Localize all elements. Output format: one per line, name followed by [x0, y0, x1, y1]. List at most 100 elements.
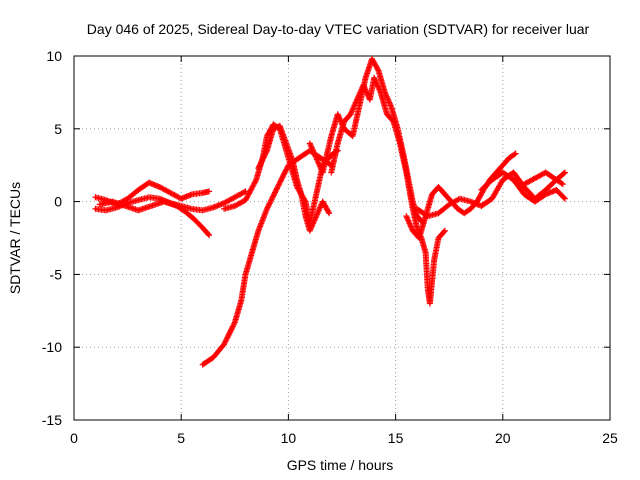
data-point — [272, 188, 279, 195]
data-point — [512, 150, 519, 157]
data-point — [265, 201, 272, 208]
data-point — [224, 334, 231, 341]
data-point — [223, 337, 230, 344]
y-tick-label: 0 — [54, 194, 62, 210]
y-tick-label: -5 — [50, 266, 63, 282]
data-point — [263, 205, 270, 212]
y-tick-label: -15 — [42, 412, 62, 428]
series-arc-12 — [521, 169, 566, 188]
x-tick-label: 15 — [388, 430, 404, 446]
data-point — [264, 204, 271, 211]
plot-frame — [73, 55, 611, 421]
data-point — [281, 170, 288, 177]
data-point — [263, 148, 270, 155]
data-point — [269, 194, 276, 201]
grid — [74, 56, 610, 420]
data-point — [282, 167, 289, 174]
data-point — [279, 174, 286, 181]
data-point — [258, 159, 265, 166]
data-point — [276, 181, 283, 188]
data-point — [325, 208, 332, 215]
data-point — [270, 192, 277, 199]
data-series — [92, 55, 568, 368]
data-point — [205, 231, 212, 238]
y-tick-label: -10 — [42, 339, 62, 355]
data-point — [282, 169, 289, 176]
data-point — [440, 228, 447, 235]
data-point — [265, 203, 272, 210]
data-point — [559, 181, 566, 188]
y-tick-label: 5 — [54, 121, 62, 137]
data-point — [280, 173, 287, 180]
data-point — [255, 165, 262, 172]
data-point — [221, 339, 228, 346]
data-point — [231, 320, 238, 327]
data-point — [223, 335, 230, 342]
data-point — [261, 153, 268, 160]
data-point — [272, 189, 278, 196]
y-tick-label: 10 — [46, 48, 62, 64]
data-point — [228, 326, 235, 333]
data-point — [278, 177, 285, 184]
data-point — [277, 178, 284, 185]
data-point — [560, 194, 567, 201]
data-point — [258, 158, 265, 165]
chart-title: Day 046 of 2025, Sidereal Day-to-day VTE… — [87, 21, 590, 37]
data-point — [260, 155, 267, 162]
data-point — [226, 330, 233, 337]
data-point — [266, 200, 273, 207]
data-point — [225, 331, 232, 338]
data-point — [561, 169, 568, 176]
data-point — [225, 333, 232, 340]
data-point — [274, 184, 281, 191]
data-point — [241, 189, 248, 196]
data-point — [374, 66, 381, 73]
data-point — [252, 178, 259, 185]
data-point — [267, 197, 274, 204]
x-tick-label: 10 — [281, 430, 297, 446]
data-point — [227, 329, 234, 336]
data-point — [227, 327, 234, 334]
data-point — [268, 196, 275, 203]
series-arc-3 — [96, 198, 213, 239]
data-point — [257, 161, 264, 168]
x-tick-label: 20 — [495, 430, 511, 446]
series-arc-9 — [403, 150, 519, 241]
data-point — [280, 171, 287, 178]
data-point — [561, 195, 568, 202]
data-point — [511, 151, 518, 158]
data-point — [267, 199, 274, 206]
data-point — [256, 162, 263, 169]
data-point — [274, 185, 281, 192]
data-point — [284, 164, 291, 171]
data-point — [269, 193, 276, 200]
data-point — [275, 182, 282, 189]
data-point — [276, 179, 283, 186]
y-axis-label: SDTVAR / TECUs — [7, 182, 23, 294]
data-point — [326, 210, 333, 217]
data-point — [221, 341, 228, 348]
data-point — [229, 324, 236, 331]
data-point — [230, 322, 237, 329]
data-point — [261, 151, 268, 158]
data-point — [441, 227, 448, 234]
data-point — [558, 180, 565, 187]
data-point — [206, 232, 213, 239]
x-tick-label: 5 — [177, 430, 185, 446]
data-point — [229, 323, 236, 330]
series-arc-8 — [328, 74, 448, 307]
data-point — [271, 190, 278, 197]
data-point — [206, 188, 213, 195]
series-arc-10 — [414, 169, 568, 220]
data-point — [256, 163, 263, 170]
x-axis-label: GPS time / hours — [287, 457, 394, 473]
data-point — [560, 170, 567, 177]
data-point — [283, 166, 290, 173]
x-tick-label: 25 — [602, 430, 618, 446]
series-arc-4 — [199, 147, 335, 368]
data-point — [278, 175, 285, 182]
x-tick-label: 0 — [70, 430, 78, 446]
data-point — [222, 338, 229, 345]
data-point — [273, 186, 280, 193]
